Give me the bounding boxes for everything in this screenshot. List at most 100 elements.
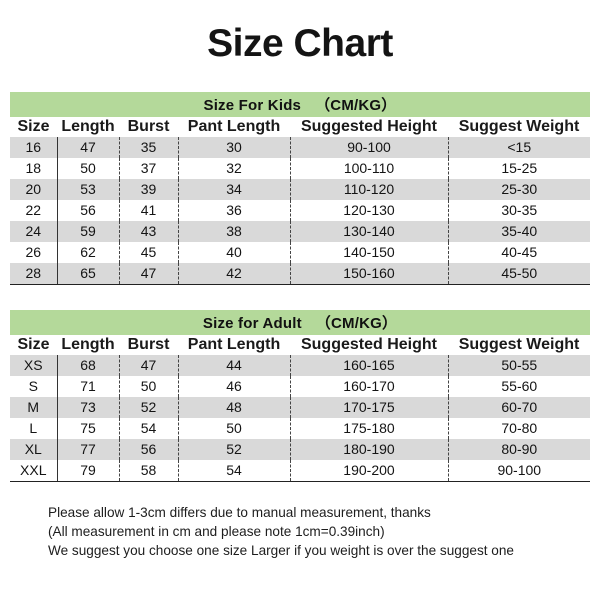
adult-cell-length: 77 xyxy=(57,439,120,460)
kids-cell-length: 59 xyxy=(57,221,120,242)
kids-cell-suggested-height: 100-110 xyxy=(290,158,449,179)
kids-header-size: Size xyxy=(17,118,50,135)
adult-table-banner: Size for Adult （CM/KG） xyxy=(10,310,591,335)
kids-cell-length: 65 xyxy=(57,263,120,285)
adult-size-table-container: Size for Adult （CM/KG） Size Length Burst … xyxy=(10,310,591,482)
adult-cell-suggest-weight: 55-60 xyxy=(448,376,591,397)
adult-cell-size: XXL xyxy=(10,460,58,482)
kids-header-suggested-height: Suggested Height xyxy=(300,118,437,135)
adult-table-banner-row: Size for Adult （CM/KG） xyxy=(10,310,591,335)
kids-cell-suggested-height: 140-150 xyxy=(290,242,449,263)
kids-cell-suggest-weight: 15-25 xyxy=(448,158,590,179)
kids-cell-size: 24 xyxy=(10,221,58,242)
kids-cell-burst: 45 xyxy=(119,242,179,263)
kids-cell-suggest-weight: 40-45 xyxy=(448,242,590,263)
kids-cell-pant-length: 36 xyxy=(178,200,291,221)
adult-cell-size: S xyxy=(10,376,58,397)
adult-cell-pant-length: 54 xyxy=(178,460,291,482)
adult-header-burst: Burst xyxy=(127,336,170,353)
kids-cell-suggest-weight: 35-40 xyxy=(448,221,590,242)
kids-header-suggest-weight: Suggest Weight xyxy=(458,118,580,135)
kids-header-burst: Burst xyxy=(127,118,170,135)
kids-table-body: 16 47 35 30 90-100 <15 18 50 37 32 100-110 15-25 20 5… xyxy=(10,137,590,285)
kids-cell-burst: 39 xyxy=(119,179,179,200)
adult-cell-size: XS xyxy=(10,355,58,376)
kids-cell-suggested-height: 110-120 xyxy=(290,179,449,200)
adult-banner-main: Size for Adult xyxy=(202,315,302,332)
adult-cell-suggest-weight: 70-80 xyxy=(448,418,591,439)
adult-cell-suggested-height: 160-170 xyxy=(290,376,449,397)
table-row: 28 65 47 42 150-160 45-50 xyxy=(10,263,590,285)
kids-banner-unit: （CM/KG） xyxy=(315,97,397,114)
kids-cell-size: 26 xyxy=(10,242,58,263)
adult-header-size: Size xyxy=(17,336,50,353)
table-row: XXL 79 58 54 190-200 90-100 xyxy=(10,460,591,482)
kids-cell-burst: 37 xyxy=(119,158,179,179)
adult-cell-length: 71 xyxy=(57,376,120,397)
adult-cell-pant-length: 48 xyxy=(178,397,291,418)
kids-cell-size: 18 xyxy=(10,158,58,179)
adult-cell-suggested-height: 170-175 xyxy=(290,397,449,418)
kids-cell-pant-length: 32 xyxy=(178,158,291,179)
table-row: 26 62 45 40 140-150 40-45 xyxy=(10,242,590,263)
kids-header-pant-length: Pant Length xyxy=(187,118,281,135)
adult-header-pant-length: Pant Length xyxy=(187,336,281,353)
footer-notes: Please allow 1-3cm differs due to manual… xyxy=(48,503,588,560)
kids-cell-suggested-height: 130-140 xyxy=(290,221,449,242)
adult-cell-length: 75 xyxy=(57,418,120,439)
adult-cell-suggest-weight: 90-100 xyxy=(448,460,591,482)
adult-cell-suggest-weight: 80-90 xyxy=(448,439,591,460)
adult-cell-burst: 47 xyxy=(119,355,179,376)
adult-banner-unit: （CM/KG） xyxy=(315,315,398,332)
kids-size-table: Size For Kids （CM/KG） Size Length Burst P… xyxy=(10,92,590,285)
note-line-1: Please allow 1-3cm differs due to manual… xyxy=(48,505,431,520)
page-title: Size Chart xyxy=(207,22,393,65)
kids-cell-suggest-weight: 45-50 xyxy=(448,263,590,285)
kids-header-length: Length xyxy=(61,118,115,135)
adult-cell-burst: 56 xyxy=(119,439,179,460)
kids-cell-size: 22 xyxy=(10,200,58,221)
adult-cell-suggested-height: 160-165 xyxy=(290,355,449,376)
kids-cell-suggested-height: 150-160 xyxy=(290,263,449,285)
adult-cell-burst: 52 xyxy=(119,397,179,418)
table-row: 24 59 43 38 130-140 35-40 xyxy=(10,221,590,242)
table-row: 18 50 37 32 100-110 15-25 xyxy=(10,158,590,179)
kids-cell-size: 20 xyxy=(10,179,58,200)
adult-cell-length: 79 xyxy=(57,460,120,482)
kids-cell-burst: 47 xyxy=(119,263,179,285)
adult-cell-burst: 58 xyxy=(119,460,179,482)
adult-cell-pant-length: 44 xyxy=(178,355,291,376)
adult-cell-suggest-weight: 60-70 xyxy=(448,397,591,418)
table-row: M 73 52 48 170-175 60-70 xyxy=(10,397,591,418)
kids-cell-length: 47 xyxy=(57,137,120,158)
table-row: 20 53 39 34 110-120 25-30 xyxy=(10,179,590,200)
table-row: S 71 50 46 160-170 55-60 xyxy=(10,376,591,397)
adult-cell-pant-length: 46 xyxy=(178,376,291,397)
adult-cell-burst: 50 xyxy=(119,376,179,397)
kids-cell-suggested-height: 120-130 xyxy=(290,200,449,221)
adult-cell-length: 68 xyxy=(57,355,120,376)
table-row: XL 77 56 52 180-190 80-90 xyxy=(10,439,591,460)
table-row: 16 47 35 30 90-100 <15 xyxy=(10,137,590,158)
adult-cell-pant-length: 50 xyxy=(178,418,291,439)
adult-header-suggest-weight: Suggest Weight xyxy=(458,336,580,353)
kids-cell-pant-length: 40 xyxy=(178,242,291,263)
adult-cell-length: 73 xyxy=(57,397,120,418)
adult-cell-suggest-weight: 50-55 xyxy=(448,355,591,376)
kids-cell-suggested-height: 90-100 xyxy=(290,137,449,158)
adult-cell-size: XL xyxy=(10,439,58,460)
kids-cell-length: 56 xyxy=(57,200,120,221)
kids-size-table-container: Size For Kids （CM/KG） Size Length Burst P… xyxy=(10,92,590,285)
kids-cell-size: 28 xyxy=(10,263,58,285)
adult-table-body: XS 68 47 44 160-165 50-55 S 71 50 46 160-170 55-60 M… xyxy=(10,355,591,482)
adult-size-table: Size for Adult （CM/KG） Size Length Burst … xyxy=(10,310,591,482)
kids-banner-main: Size For Kids xyxy=(203,97,302,114)
kids-cell-burst: 35 xyxy=(119,137,179,158)
kids-cell-burst: 43 xyxy=(119,221,179,242)
kids-cell-burst: 41 xyxy=(119,200,179,221)
adult-cell-suggested-height: 190-200 xyxy=(290,460,449,482)
kids-table-banner: Size For Kids （CM/KG） xyxy=(10,92,590,117)
kids-cell-length: 53 xyxy=(57,179,120,200)
adult-cell-burst: 54 xyxy=(119,418,179,439)
